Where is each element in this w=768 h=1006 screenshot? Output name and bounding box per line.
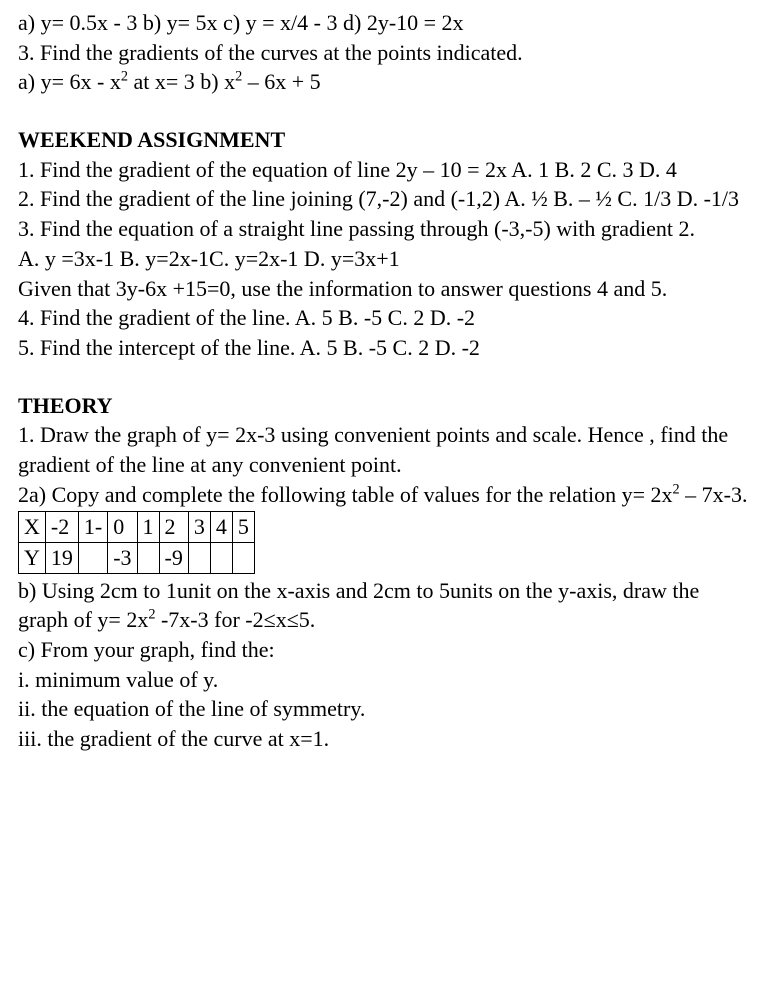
table-cell: -9 [159,543,188,574]
weekend-q3-options: A. y =3x-1 B. y=2x-1C. y=2x-1 D. y=3x+1 [18,244,750,274]
table-row-y: Y 19 -3 -9 [19,543,255,574]
theory-q2c: c) From your graph, find the: [18,635,750,665]
table-cell: 2 [159,512,188,543]
table-cell: -2 [45,512,78,543]
weekend-q2: 2. Find the gradient of the line joining… [18,184,750,214]
table-cell: 4 [210,512,232,543]
intro-exercises: a) y= 0.5x - 3 b) y= 5x c) y = x/4 - 3 d… [18,8,750,38]
table-cell: -3 [108,543,137,574]
weekend-q3: 3. Find the equation of a straight line … [18,214,750,244]
table-cell [210,543,232,574]
table-cell: Y [19,543,46,574]
table-cell [188,543,210,574]
theory-q2b: b) Using 2cm to 1unit on the x-axis and … [18,576,750,635]
table-cell: 0 [108,512,137,543]
theory-title: THEORY [18,391,750,421]
theory-qiii: iii. the gradient of the curve at x=1. [18,724,750,754]
theory-qi: i. minimum value of y. [18,665,750,695]
theory-q2a: 2a) Copy and complete the following tabl… [18,480,750,510]
table-cell: 5 [232,512,254,543]
table-cell: 1 [137,512,159,543]
table-cell: 1- [78,512,107,543]
table-cell: 19 [45,543,78,574]
weekend-title: WEEKEND ASSIGNMENT [18,125,750,155]
weekend-given: Given that 3y-6x +15=0, use the informat… [18,274,750,304]
table-cell: 3 [188,512,210,543]
table-cell [232,543,254,574]
theory-q1: 1. Draw the graph of y= 2x-3 using conve… [18,420,750,479]
table-cell: X [19,512,46,543]
table-row-x: X -2 1- 0 1 2 3 4 5 [19,512,255,543]
intro-q3: 3. Find the gradients of the curves at t… [18,38,750,68]
weekend-q4: 4. Find the gradient of the line. A. 5 B… [18,303,750,333]
weekend-q1: 1. Find the gradient of the equation of … [18,155,750,185]
values-table: X -2 1- 0 1 2 3 4 5 Y 19 -3 -9 [18,511,255,573]
table-cell [137,543,159,574]
theory-qii: ii. the equation of the line of symmetry… [18,694,750,724]
intro-q3-parts: a) y= 6x - x2 at x= 3 b) x2 – 6x + 5 [18,67,750,97]
table-cell [78,543,107,574]
weekend-q5: 5. Find the intercept of the line. A. 5 … [18,333,750,363]
